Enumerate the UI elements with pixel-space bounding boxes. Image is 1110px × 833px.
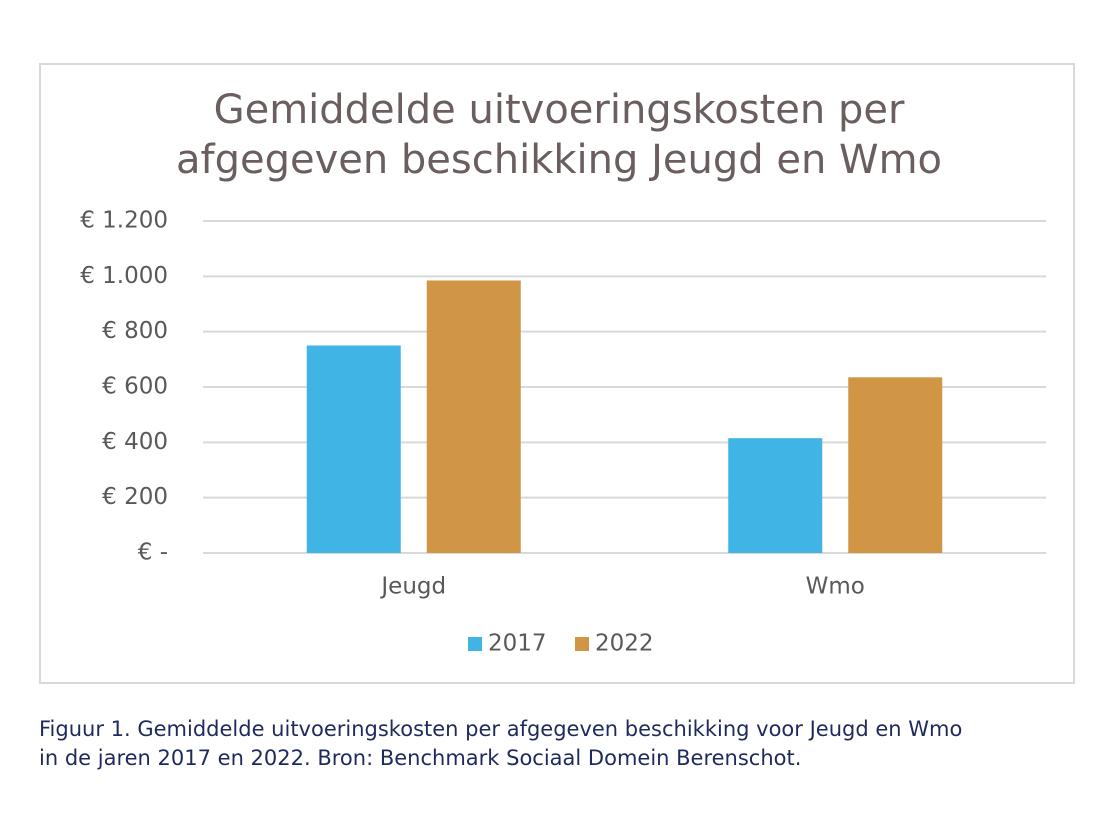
y-tick-label-600: € 600 xyxy=(102,374,168,400)
bar-chart: Gemiddelde uitvoeringskosten perafgegeve… xyxy=(80,87,1046,657)
caption-line-1: Figuur 1. Gemiddelde uitvoeringskosten p… xyxy=(39,717,963,741)
y-tick-label-800: € 800 xyxy=(102,318,168,344)
x-tick-label-jeugd: Jeugd xyxy=(379,574,446,600)
legend-label-2017: 2017 xyxy=(488,631,547,657)
x-tick-label-wmo: Wmo xyxy=(806,574,865,600)
chart-title-line-2: afgegeven beschikking Jeugd en Wmo xyxy=(176,137,942,183)
figure-caption: Figuur 1. Gemiddelde uitvoeringskosten p… xyxy=(39,715,1079,773)
bar-jeugd-2022 xyxy=(426,280,521,553)
legend-swatch-2022 xyxy=(575,637,589,651)
legend-label-2022: 2022 xyxy=(595,631,654,657)
bar-wmo-2017 xyxy=(728,438,823,553)
y-tick-label-1200: € 1.200 xyxy=(80,208,168,234)
legend-swatch-2017 xyxy=(468,637,482,651)
y-tick-label-1000: € 1.000 xyxy=(80,263,168,289)
chart-frame: Gemiddelde uitvoeringskosten per afgegeve… xyxy=(39,63,1075,684)
chart-title-line-1: Gemiddelde uitvoeringskosten per xyxy=(214,87,905,133)
caption-line-2: in de jaren 2017 en 2022. Bron: Benchmar… xyxy=(39,746,802,770)
y-tick-label-200: € 200 xyxy=(102,484,168,510)
bar-jeugd-2017 xyxy=(306,345,401,553)
y-tick-label-0: € - xyxy=(138,540,168,566)
y-tick-label-400: € 400 xyxy=(102,429,168,455)
bar-wmo-2022 xyxy=(848,377,943,553)
